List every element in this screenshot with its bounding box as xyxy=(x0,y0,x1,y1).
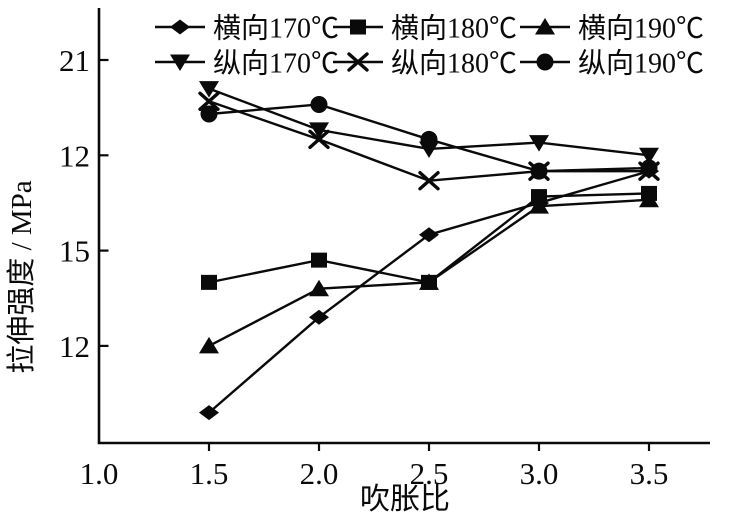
marker-triangle-up-icon xyxy=(639,190,659,208)
axes xyxy=(97,8,710,445)
y-tick-label: 21 xyxy=(59,43,90,78)
legend-label: 纵向190℃ xyxy=(578,48,704,80)
x-axis-ticks: 1.0 1.5 2.0 2.5 3.0 3.5 xyxy=(80,443,669,491)
marker-square-icon xyxy=(311,252,327,268)
legend-item-3: 纵向170℃ xyxy=(155,48,339,80)
marker-triangle-down-icon xyxy=(639,147,659,165)
marker-square-icon xyxy=(201,274,217,290)
legend-label: 横向170℃ xyxy=(213,13,339,45)
legend-item-5: 纵向190℃ xyxy=(520,48,704,80)
y-axis-ticks: 21 12 15 12 xyxy=(59,43,109,364)
legend-item-4: 纵向180℃ xyxy=(333,48,517,80)
legend-label: 横向180℃ xyxy=(391,13,517,45)
legend-label: 纵向170℃ xyxy=(213,48,339,80)
marker-circle-icon xyxy=(420,130,438,148)
legend-item-0: 横向170℃ xyxy=(155,13,339,45)
marker-diamond-icon xyxy=(309,309,329,325)
marker-triangle-up-icon xyxy=(309,279,329,297)
series-line-0 xyxy=(208,170,650,414)
legend-label: 横向190℃ xyxy=(578,13,704,45)
x-tick-label: 1.0 xyxy=(80,456,119,491)
y-axis-title: 拉伸强度 / MPa xyxy=(5,180,38,373)
marker-circle-icon xyxy=(200,105,218,123)
marker-circle-icon xyxy=(640,159,658,177)
x-tick-label: 2.5 xyxy=(410,456,449,491)
x-tick-label: 3.0 xyxy=(520,456,559,491)
marker-x-cross-icon xyxy=(418,171,440,191)
marker-square-icon xyxy=(531,189,547,205)
marker-x-cross-icon xyxy=(198,91,220,111)
x-tick-label: 2.0 xyxy=(300,456,339,491)
marker-circle-icon xyxy=(530,162,548,180)
legend-item-1: 横向180℃ xyxy=(333,13,517,45)
x-tick-label: 1.5 xyxy=(190,456,229,491)
marker-diamond-icon xyxy=(419,227,439,243)
series-line-2 xyxy=(208,198,650,347)
marker-diamond-icon xyxy=(170,19,190,35)
y-tick-label: 12 xyxy=(59,329,90,364)
marker-triangle-down-icon xyxy=(309,122,329,139)
marker-triangle-up-icon xyxy=(535,18,555,35)
marker-square-icon xyxy=(350,19,366,35)
y-axis-title-group: 拉伸强度 / MPa xyxy=(5,180,38,373)
legend-label: 纵向180℃ xyxy=(391,48,517,80)
series-markers-5 xyxy=(200,95,658,180)
marker-circle-icon xyxy=(310,95,328,113)
x-axis-title: 吹胀比 xyxy=(360,483,450,516)
x-tick-label: 3.5 xyxy=(630,456,669,491)
marker-triangle-up-icon xyxy=(529,197,549,214)
marker-triangle-down-icon xyxy=(529,135,549,152)
marker-diamond-icon xyxy=(199,405,219,421)
axis-lines xyxy=(97,8,710,445)
y-tick-label: 15 xyxy=(59,234,90,269)
marker-triangle-down-icon xyxy=(170,54,190,71)
series-markers-2 xyxy=(199,190,659,354)
marker-x-cross-icon xyxy=(308,129,330,150)
marker-x-cross-icon xyxy=(347,52,369,72)
marker-circle-icon xyxy=(536,53,554,71)
legend-item-2: 横向190℃ xyxy=(520,13,704,45)
marker-triangle-down-icon xyxy=(199,81,219,98)
marker-triangle-up-icon xyxy=(199,336,219,354)
marker-triangle-up-icon xyxy=(419,273,439,290)
y-tick-label: 12 xyxy=(59,138,90,173)
